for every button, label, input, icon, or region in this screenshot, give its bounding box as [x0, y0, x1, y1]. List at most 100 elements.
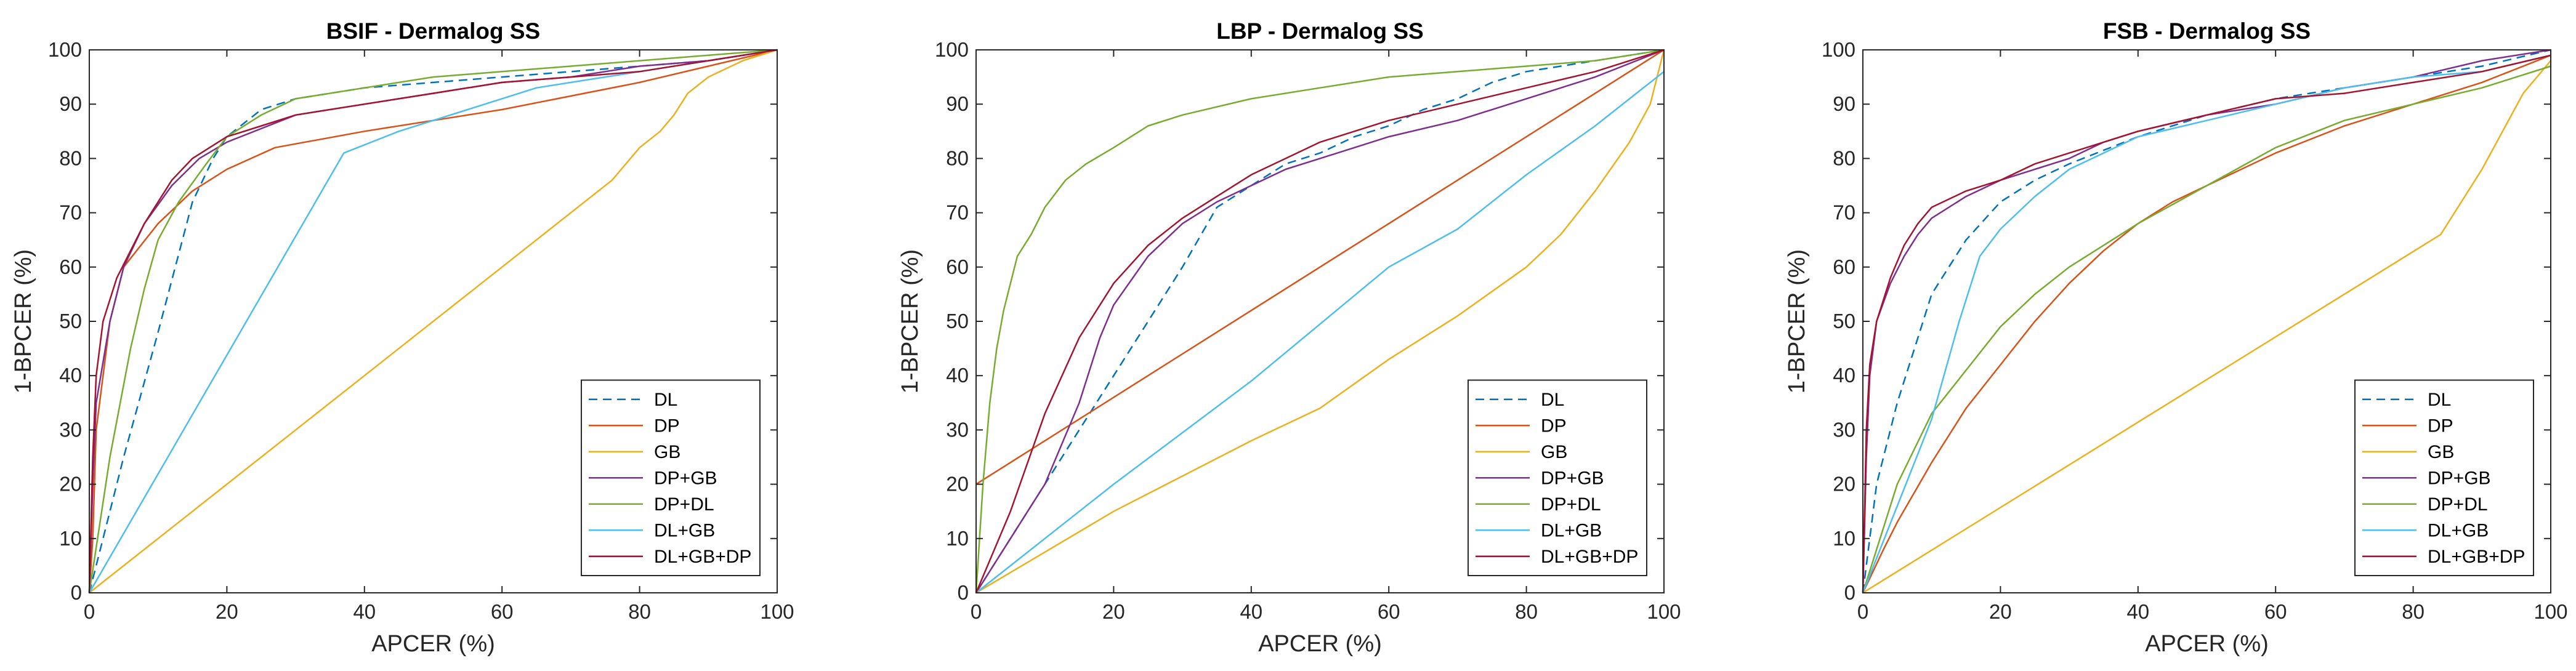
legend-label: DP — [1541, 416, 1567, 436]
x-axis-label: APCER (%) — [2145, 631, 2269, 657]
x-tick-label: 0 — [84, 600, 95, 623]
series-line-dl-gb-dp — [1862, 54, 2551, 593]
series-line-dp — [1862, 54, 2551, 593]
legend-label: DL+GB+DP — [654, 547, 751, 567]
chart-title: FSB - Dermalog SS — [2103, 18, 2311, 44]
series-line-gb — [975, 49, 1665, 594]
x-tick-label: 20 — [1989, 600, 2012, 623]
y-tick-label: 100 — [48, 38, 82, 61]
y-tick-label: 70 — [59, 201, 82, 224]
series-line-dp-dl — [88, 49, 778, 593]
x-tick-label: 100 — [2534, 600, 2567, 623]
y-tick-label: 80 — [59, 147, 82, 169]
x-tick-label: 40 — [1240, 600, 1262, 623]
x-axis-label: APCER (%) — [371, 631, 495, 657]
legend-label: DP+DL — [654, 494, 714, 515]
chart-2: 0 20 40 60 80 100 0 10 20 30 40 50 60 70 80 90 100 LBP - … — [897, 18, 1681, 657]
y-axis-label: 1-BPCER (%) — [897, 249, 923, 393]
y-tick-label: 80 — [1833, 147, 1855, 169]
legend-label: DP — [654, 416, 680, 436]
y-tick-label: 70 — [946, 201, 969, 224]
x-tick-label: 40 — [2126, 600, 2149, 623]
chart-title: LBP - Dermalog SS — [1216, 18, 1424, 44]
y-tick-label: 10 — [1833, 527, 1855, 550]
legend-label: DP+DL — [1541, 494, 1601, 515]
legend-label: GB — [654, 442, 680, 462]
y-tick-label: 0 — [71, 581, 82, 604]
x-tick-label: 60 — [1378, 600, 1400, 623]
legend-label: DP+GB — [1541, 468, 1604, 488]
x-tick-label: 20 — [1102, 600, 1125, 623]
series-line-dl-gb-dp — [975, 49, 1665, 593]
series-line-dp-dl — [1862, 65, 2551, 593]
series-line-dl-gb-dp — [88, 49, 778, 593]
legend-label: DP+GB — [654, 468, 717, 488]
x-tick-label: 0 — [1857, 600, 1868, 623]
y-tick-label: 50 — [1833, 310, 1855, 332]
x-tick-label: 80 — [628, 600, 651, 623]
x-tick-label: 80 — [1515, 600, 1538, 623]
y-tick-label: 100 — [1822, 38, 1855, 61]
y-tick-label: 40 — [946, 364, 969, 387]
series-line-dp-dl — [975, 49, 1665, 593]
series-line-dp-gb — [88, 49, 778, 593]
legend-label: DP+GB — [2428, 468, 2491, 488]
series-line-gb — [89, 49, 778, 593]
y-tick-label: 40 — [1833, 364, 1855, 387]
y-axis-label: 1-BPCER (%) — [1784, 249, 1810, 393]
legend-label: DL+GB+DP — [1541, 547, 1638, 567]
y-tick-label: 20 — [59, 473, 82, 496]
x-tick-label: 80 — [2402, 600, 2425, 623]
x-tick-label: 40 — [353, 600, 376, 623]
y-tick-label: 20 — [1833, 473, 1855, 496]
series-line-dp — [975, 49, 1665, 485]
y-tick-label: 90 — [1833, 92, 1855, 115]
y-tick-label: 80 — [946, 147, 969, 169]
y-axis-label: 1-BPCER (%) — [10, 249, 36, 393]
legend-label: GB — [2428, 442, 2454, 462]
series-line-gb — [1862, 60, 2551, 594]
y-tick-label: 50 — [946, 310, 969, 332]
y-tick-label: 30 — [1833, 418, 1855, 441]
x-tick-label: 20 — [216, 600, 238, 623]
legend-label: DL+GB — [654, 520, 715, 540]
legend: DL DP GB DP+GB DP+DL DL+GB DL+GB+DP — [2354, 379, 2534, 576]
series-line-dl-gb — [1862, 54, 2551, 593]
chart-3: 0 20 40 60 80 100 0 10 20 30 40 50 60 70 80 90 100 FSB - … — [1784, 18, 2568, 657]
legend-label: DL — [2428, 390, 2451, 410]
x-tick-label: 100 — [1647, 600, 1681, 623]
y-tick-label: 40 — [59, 364, 82, 387]
y-tick-label: 30 — [59, 418, 82, 441]
x-tick-label: 0 — [971, 600, 982, 623]
series-line-dl-gb — [975, 71, 1665, 593]
y-tick-label: 60 — [946, 255, 969, 278]
legend-label: DL — [654, 390, 677, 410]
legend-label: DP+DL — [2428, 494, 2488, 515]
legend-label: DP — [2428, 416, 2453, 436]
x-tick-label: 60 — [491, 600, 514, 623]
legend-label: DL+GB — [1541, 520, 1602, 540]
y-tick-label: 90 — [59, 92, 82, 115]
legend-label: DL — [1541, 390, 1564, 410]
legend-label: DL+GB+DP — [2428, 547, 2525, 567]
y-tick-label: 30 — [946, 418, 969, 441]
y-tick-label: 10 — [59, 527, 82, 550]
chart-title: BSIF - Dermalog SS — [326, 18, 540, 44]
y-tick-label: 0 — [1844, 581, 1855, 604]
chart-1: 0 20 40 60 80 100 0 10 20 30 40 50 60 70 80 90 100 BSIF -… — [10, 18, 794, 657]
x-tick-label: 60 — [2264, 600, 2287, 623]
legend-label: GB — [1541, 442, 1567, 462]
y-tick-label: 10 — [946, 527, 969, 550]
series-line-dp-gb — [975, 49, 1665, 593]
y-tick-label: 20 — [946, 473, 969, 496]
y-tick-label: 0 — [958, 581, 969, 604]
x-tick-label: 100 — [760, 600, 794, 623]
series-line-dp — [88, 49, 778, 593]
y-tick-label: 50 — [59, 310, 82, 332]
y-tick-label: 60 — [1833, 255, 1855, 278]
y-tick-label: 100 — [935, 38, 969, 61]
legend-label: DL+GB — [2428, 520, 2489, 540]
y-tick-label: 60 — [59, 255, 82, 278]
legend: DL DP GB DP+GB DP+DL DL+GB DL+GB+DP — [581, 379, 761, 576]
y-tick-label: 70 — [1833, 201, 1855, 224]
